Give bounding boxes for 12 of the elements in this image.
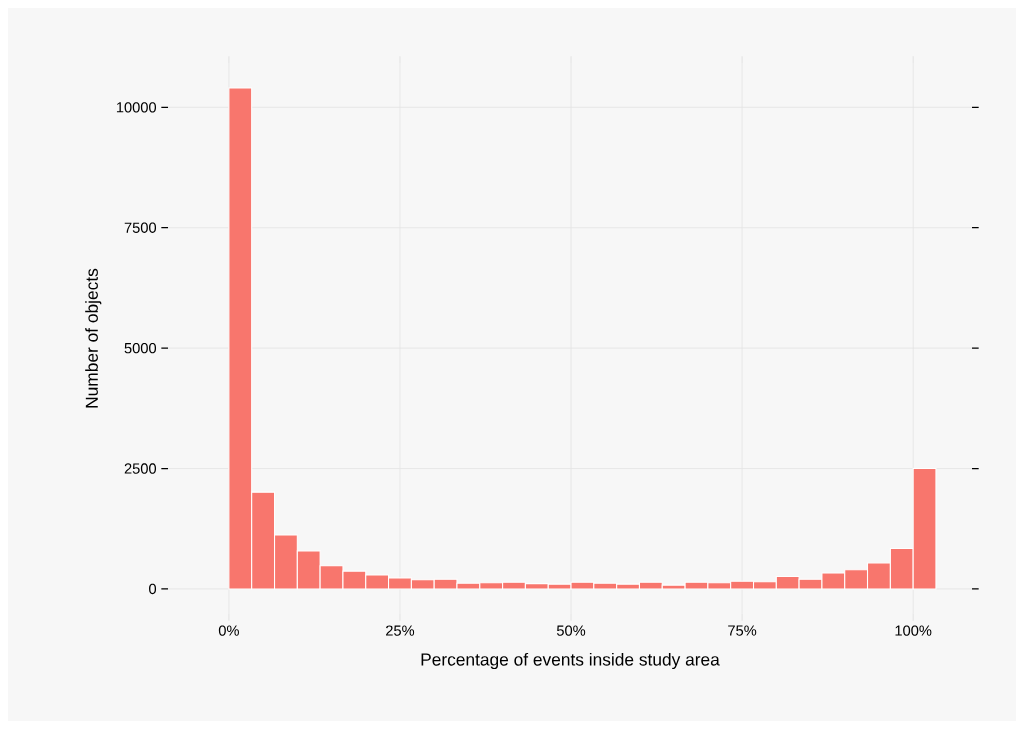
x-tick-label: 0% [218, 625, 239, 636]
y-axis-title: Number of objects [85, 268, 102, 408]
x-tick-label: 50% [556, 625, 586, 636]
y-tick-label: 2500 [124, 463, 157, 474]
y-tick-label: 7500 [124, 222, 157, 233]
x-tick-label: 25% [386, 625, 415, 636]
y-tick-label: 0 [149, 583, 157, 595]
y-tick-label: 5000 [124, 342, 157, 354]
y-tick-label: 10000 [116, 102, 157, 113]
x-tick-label: 75% [728, 625, 757, 636]
x-tick-label: 100% [895, 625, 932, 636]
x-axis-title: Percentage of events inside study area [421, 652, 720, 670]
